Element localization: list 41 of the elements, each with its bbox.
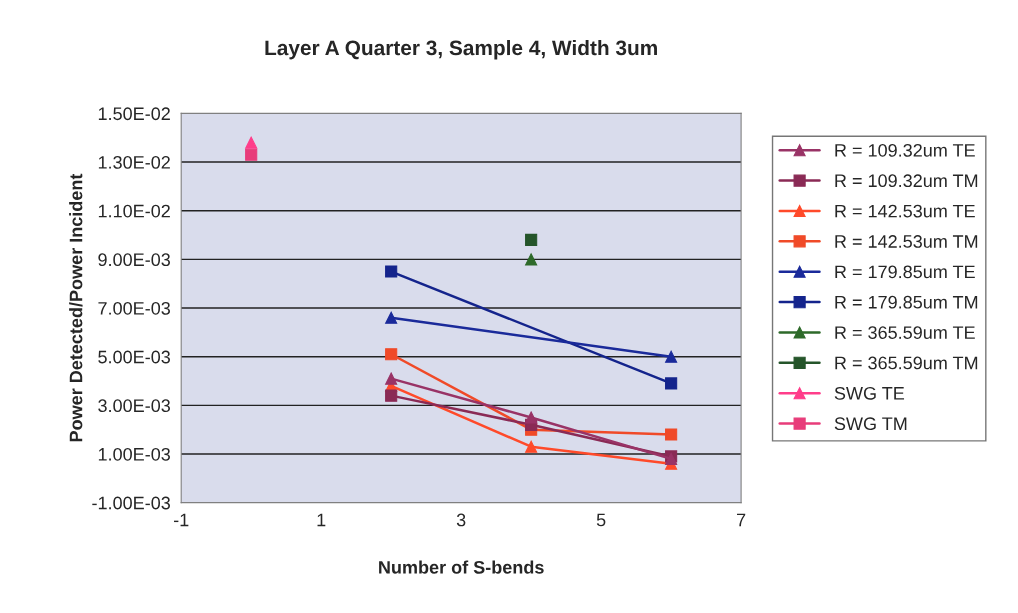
point [665,377,678,390]
y-tick-label: 9.00E-03 [98,253,170,267]
point [385,348,398,361]
y-axis-title: Power Detected/Power Incident [69,173,83,442]
y-tick-label: 5.00E-03 [98,350,170,364]
y-tick-label: 1.50E-02 [98,107,170,121]
legend-label: SWG TM [834,417,907,431]
point [385,372,398,385]
point [245,136,258,149]
point [525,233,538,246]
legend-label: R = 365.59um TM [835,356,978,370]
y-tick-label: 1.30E-02 [98,156,170,169]
point [245,148,258,161]
point [665,350,678,363]
x-tick-label: 7 [737,513,746,527]
point [525,253,538,266]
point [665,428,678,441]
chart-title: Layer A Quarter 3, Sample 4, Width 3um [265,39,657,60]
y-tick-label: 7.00E-03 [98,301,170,315]
y-tick-label: -1.00E-03 [92,496,170,510]
point [525,411,538,424]
legend-label: R = 109.32um TE [835,143,975,157]
x-tick-label: 5 [596,513,606,527]
point [385,265,398,278]
legend-label: R = 365.59um TE [835,326,975,339]
legend-label: R = 179.85um TM [835,295,978,309]
legend-label: R = 142.53um TM [835,235,978,248]
y-tick-label: 1.10E-02 [98,204,170,218]
point [385,389,398,402]
x-axis-title: Number of S-bends [379,560,544,574]
x-tick-label: -1 [173,513,189,527]
legend-label: R = 142.53um TE [835,204,975,218]
x-tick-label: 3 [456,513,466,527]
point [385,311,398,324]
y-tick-label: 1.00E-03 [98,447,170,461]
point [525,440,538,453]
y-tick-label: 3.00E-03 [98,399,170,413]
x-tick-label: 1 [317,513,326,527]
legend-label: R = 109.32um TM [835,174,978,188]
legend-label: SWG TE [834,386,905,400]
legend-label: R = 179.85um TE [835,265,975,279]
